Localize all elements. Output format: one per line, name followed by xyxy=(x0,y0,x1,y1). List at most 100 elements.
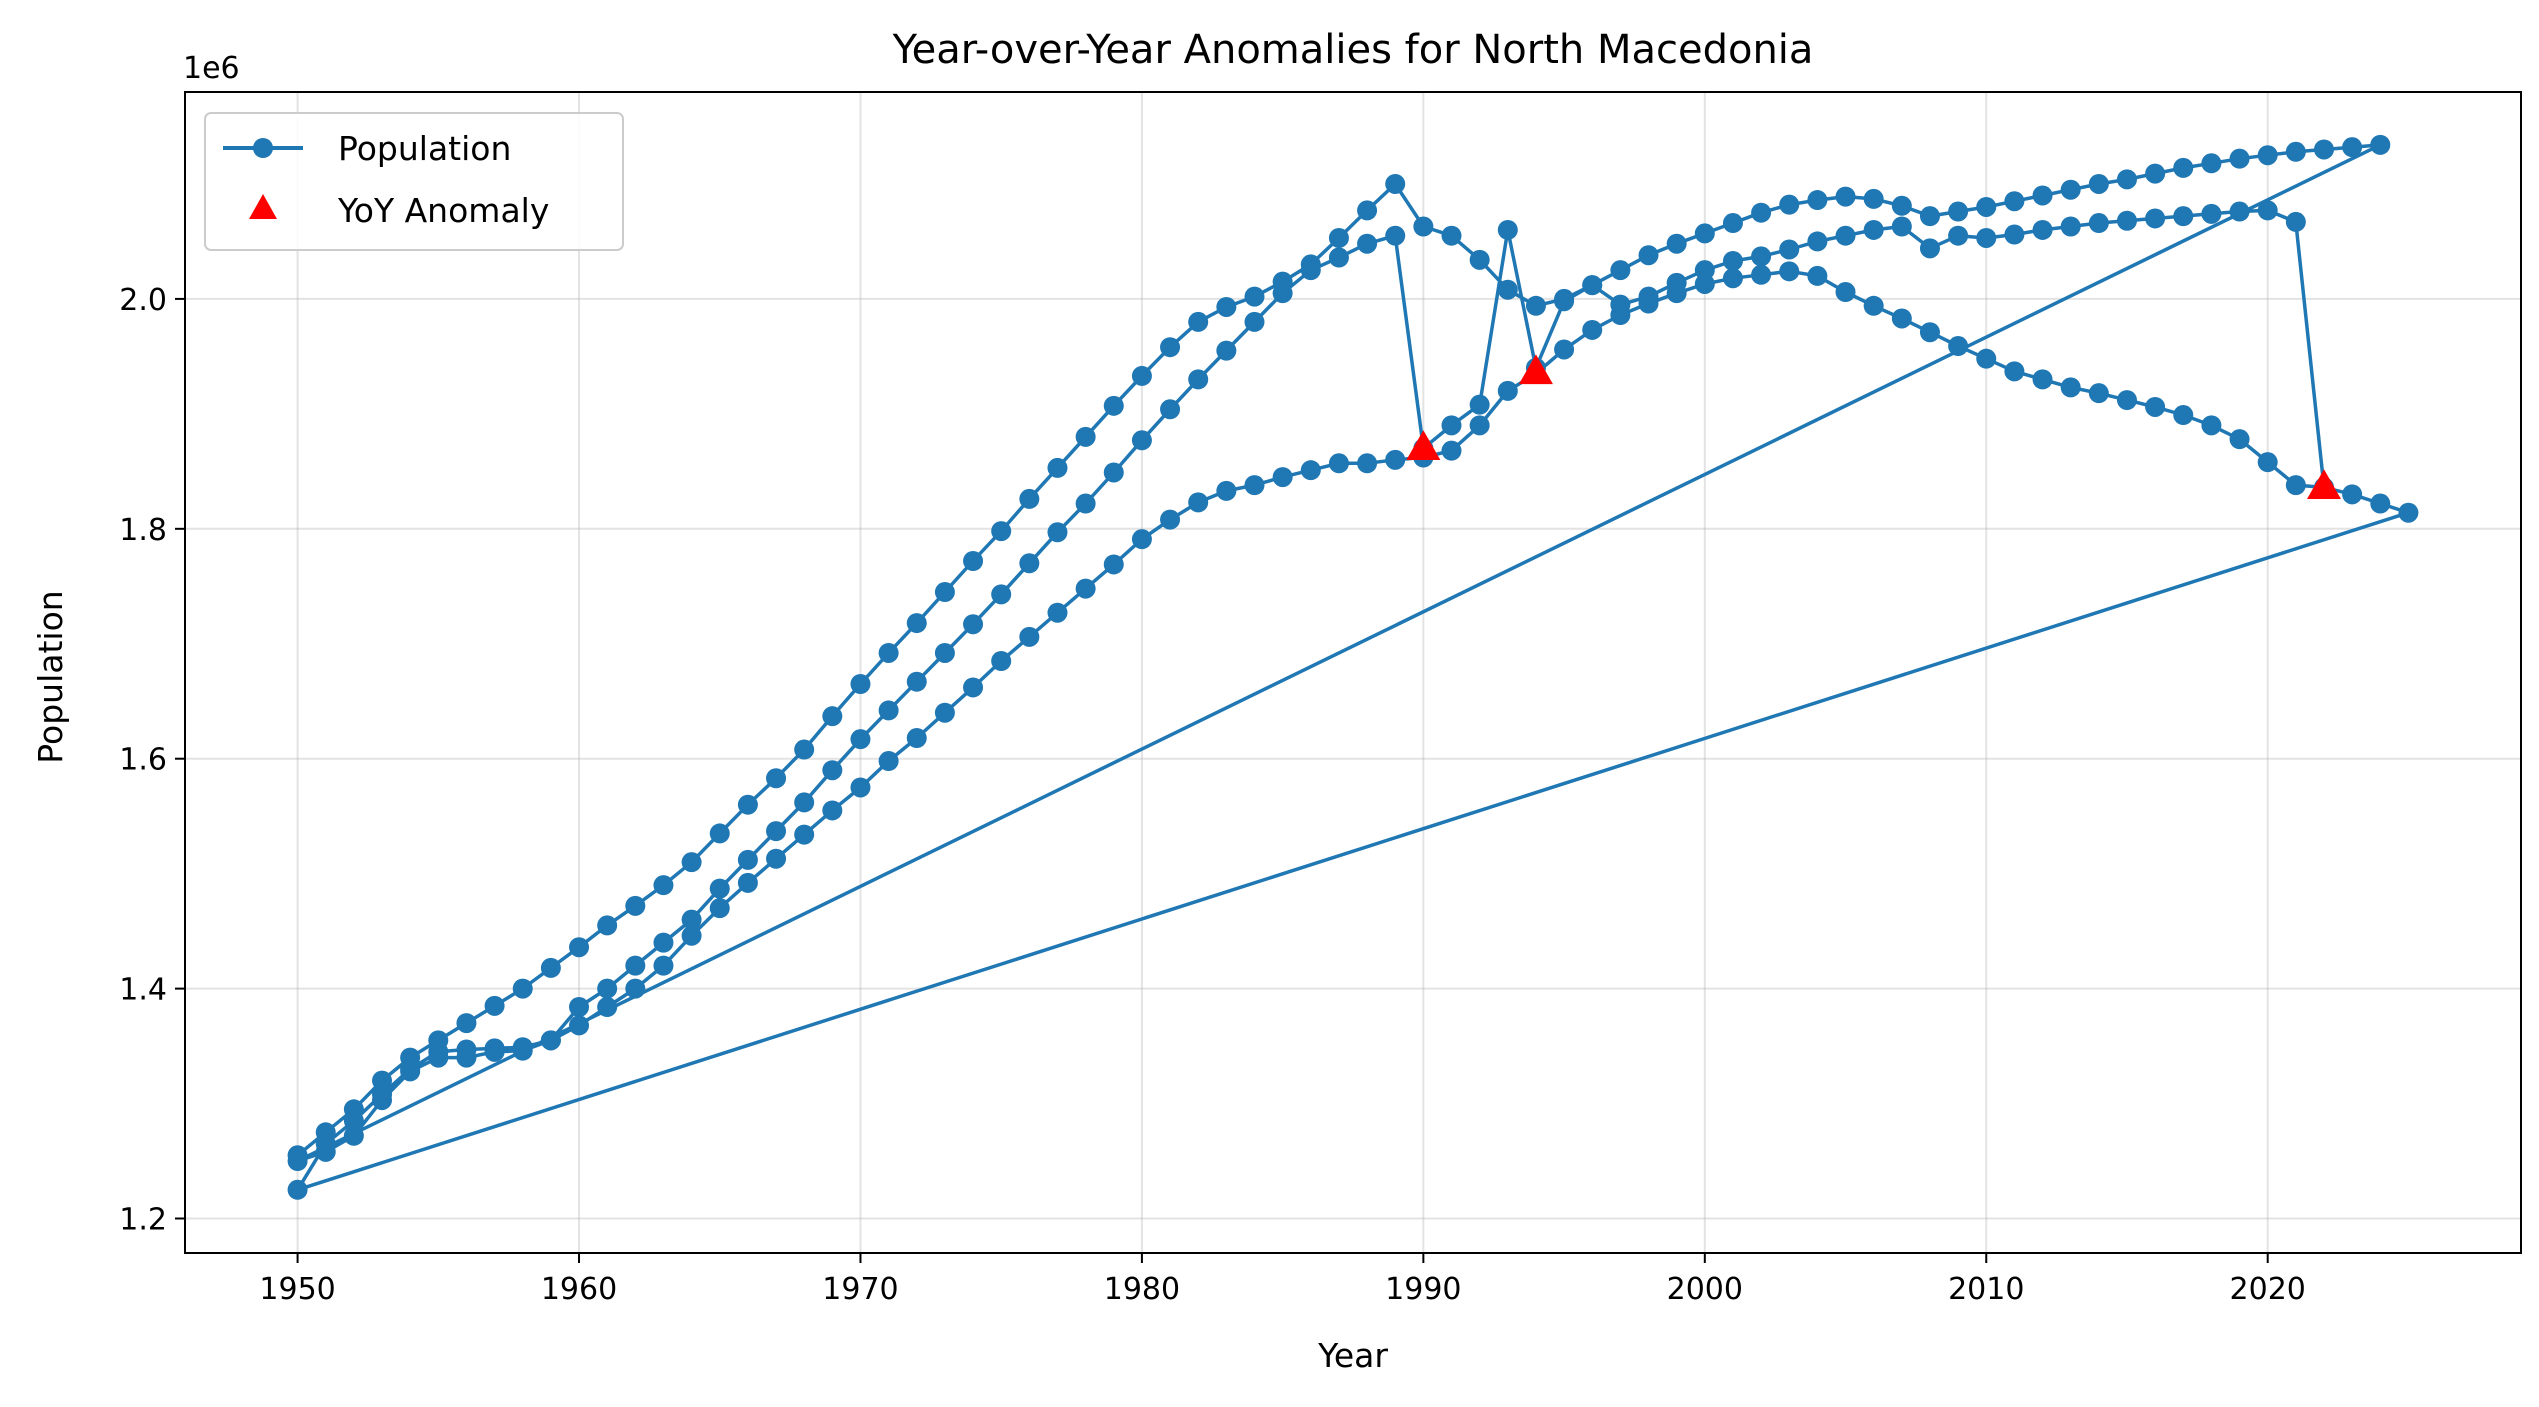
population-point xyxy=(1328,247,1349,268)
population-point xyxy=(991,651,1012,672)
population-point xyxy=(343,1125,364,1146)
population-point xyxy=(1188,369,1209,390)
population-point xyxy=(1216,296,1237,317)
population-point xyxy=(766,768,787,789)
population-point xyxy=(1751,202,1772,223)
population-point xyxy=(822,800,843,821)
population-point xyxy=(1694,223,1715,244)
population-point xyxy=(1385,225,1406,246)
population-point xyxy=(1497,380,1518,401)
population-point xyxy=(906,613,927,634)
population-point xyxy=(372,1070,393,1091)
population-point xyxy=(1328,453,1349,474)
population-point xyxy=(2257,452,2278,473)
population-point xyxy=(1131,529,1152,550)
population-point xyxy=(343,1110,364,1131)
population-point xyxy=(400,1059,421,1080)
y-axis-ticks: 1.2 1.4 1.6 1.8 2.0 xyxy=(119,283,185,1238)
legend-label-anomaly: YoY Anomaly xyxy=(337,191,549,230)
population-point xyxy=(934,702,955,723)
population-point xyxy=(2285,141,2306,162)
population-point xyxy=(1244,311,1265,332)
population-point xyxy=(2116,210,2137,231)
plot-frame xyxy=(184,91,2522,1254)
population-point xyxy=(1891,308,1912,329)
population-point xyxy=(653,932,674,953)
population-point xyxy=(681,909,702,930)
population-point xyxy=(1694,260,1715,281)
population-point xyxy=(2004,191,2025,212)
population-point xyxy=(1357,233,1378,254)
population-point xyxy=(625,895,646,916)
population-point xyxy=(484,995,505,1016)
population-point xyxy=(2088,383,2109,404)
population-point xyxy=(456,1039,477,1060)
population-point xyxy=(1779,239,1800,260)
population-point xyxy=(1976,227,1997,248)
population-point xyxy=(1131,430,1152,451)
population-point xyxy=(766,848,787,869)
x-axis-label: Year xyxy=(1317,1336,1388,1375)
population-point xyxy=(1948,336,1969,357)
legend-label-population: Population xyxy=(338,129,511,168)
population-point xyxy=(1638,245,1659,266)
population-point xyxy=(878,700,899,721)
population-point xyxy=(1582,319,1603,340)
population-point xyxy=(1075,578,1096,599)
population-point xyxy=(2004,224,2025,245)
population-point xyxy=(991,521,1012,542)
population-point xyxy=(287,1179,308,1200)
y-axis-offset-label: 1e6 xyxy=(183,51,240,86)
population-point xyxy=(794,824,815,845)
population-point xyxy=(1919,238,1940,259)
population-point xyxy=(1976,196,1997,217)
population-point xyxy=(2004,361,2025,382)
population-point xyxy=(681,925,702,946)
anomaly-point xyxy=(1406,430,1441,460)
population-point xyxy=(540,1030,561,1051)
population-point xyxy=(1554,339,1575,360)
population-point xyxy=(1075,493,1096,514)
population-point xyxy=(1497,219,1518,240)
population-point xyxy=(1047,602,1068,623)
population-point xyxy=(963,614,984,635)
population-point xyxy=(1357,453,1378,474)
population-point xyxy=(1357,200,1378,221)
population-point xyxy=(1919,322,1940,343)
population-point xyxy=(2060,377,2081,398)
population-point xyxy=(1441,415,1462,436)
population-point xyxy=(1948,225,1969,246)
population-point xyxy=(2201,415,2222,436)
population-point xyxy=(2398,502,2419,523)
population-point xyxy=(991,584,1012,605)
population-point xyxy=(737,872,758,893)
population-point xyxy=(709,898,730,919)
population-point xyxy=(2342,137,2363,158)
population-point xyxy=(569,997,590,1018)
population-point xyxy=(1075,426,1096,447)
population-point xyxy=(1807,265,1828,286)
population-point xyxy=(2116,169,2137,190)
population-point xyxy=(2145,208,2166,229)
population-point xyxy=(906,728,927,749)
population-point xyxy=(1722,268,1743,289)
population-point xyxy=(1976,348,1997,369)
population-point xyxy=(1807,190,1828,211)
y-tick-label: 1.6 xyxy=(119,743,167,778)
population-point xyxy=(709,878,730,899)
population-point xyxy=(878,751,899,772)
population-point xyxy=(625,978,646,999)
population-point xyxy=(456,1013,477,1034)
population-point xyxy=(2032,219,2053,240)
population-point xyxy=(963,677,984,698)
population-point xyxy=(2229,429,2250,450)
grid xyxy=(185,92,2521,1253)
legend-box xyxy=(204,112,624,251)
population-point xyxy=(2313,139,2334,160)
population-point xyxy=(794,739,815,760)
x-axis-ticks: 1950 1960 1970 1980 1990 2000 2010 2020 xyxy=(259,1253,2306,1307)
population-point xyxy=(1891,216,1912,237)
population-point xyxy=(1188,311,1209,332)
y-tick-label: 2.0 xyxy=(119,283,167,318)
population-point xyxy=(1413,216,1434,237)
